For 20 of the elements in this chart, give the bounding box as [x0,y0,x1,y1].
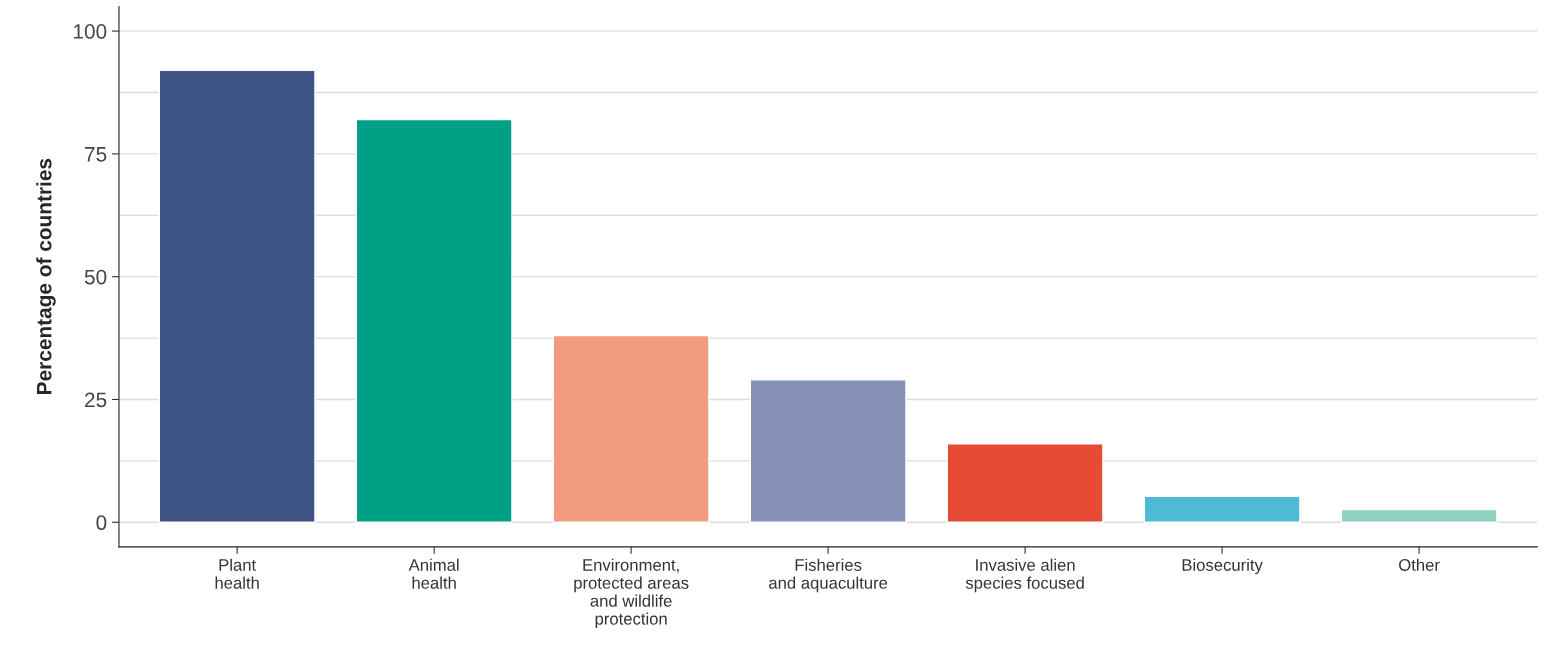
y-tick-label: 25 [85,392,107,408]
y-axis-title: Percentage of countries [36,158,56,394]
x-tick-label: Biosecurity [1182,558,1263,575]
x-tick-label: Environment, protected areas and wildlife protection [574,558,689,629]
bar [1340,508,1498,523]
y-tick-label: 75 [85,147,107,162]
bar [749,379,907,523]
y-tick-label: 0 [96,515,107,531]
bar [158,69,316,523]
x-tick-label: Other [1399,558,1440,571]
x-tick-label: Animal health [408,558,459,589]
bar [355,118,513,523]
y-tick-label: 50 [84,269,107,285]
bar [946,442,1104,523]
y-tick-label: 100 [73,24,107,39]
bar [552,334,710,523]
x-tick-label: Plant health [215,558,259,589]
x-tick-label: Fisheries and aquaculture [769,558,888,593]
bar [1143,495,1301,523]
x-tick-label: Invasive alien species focused [965,558,1084,593]
